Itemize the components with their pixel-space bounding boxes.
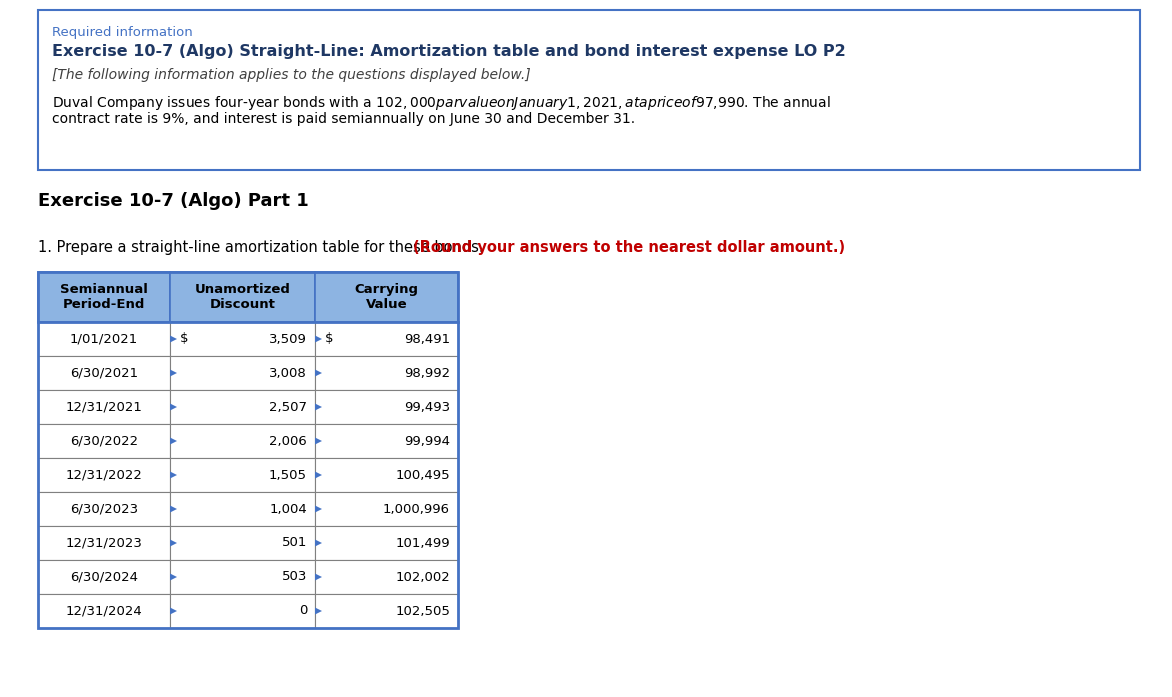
FancyBboxPatch shape bbox=[38, 594, 170, 628]
Text: 12/31/2024: 12/31/2024 bbox=[66, 604, 142, 618]
Text: 0: 0 bbox=[299, 604, 307, 618]
Text: 12/31/2022: 12/31/2022 bbox=[66, 468, 143, 482]
FancyBboxPatch shape bbox=[315, 272, 458, 322]
Text: contract rate is 9%, and interest is paid semiannually on June 30 and December 3: contract rate is 9%, and interest is pai… bbox=[52, 112, 635, 126]
FancyBboxPatch shape bbox=[38, 458, 170, 492]
FancyBboxPatch shape bbox=[315, 390, 458, 424]
Polygon shape bbox=[315, 369, 322, 376]
FancyBboxPatch shape bbox=[38, 356, 170, 390]
Text: 1/01/2021: 1/01/2021 bbox=[70, 332, 138, 346]
Text: Exercise 10-7 (Algo) Part 1: Exercise 10-7 (Algo) Part 1 bbox=[38, 192, 308, 210]
Polygon shape bbox=[170, 539, 177, 546]
FancyBboxPatch shape bbox=[38, 322, 170, 356]
Polygon shape bbox=[315, 574, 322, 581]
Text: Unamortized
Discount: Unamortized Discount bbox=[195, 283, 291, 311]
Polygon shape bbox=[315, 335, 322, 342]
Text: 6/30/2022: 6/30/2022 bbox=[70, 434, 138, 447]
Text: 501: 501 bbox=[281, 537, 307, 549]
Text: 98,992: 98,992 bbox=[404, 367, 450, 379]
FancyBboxPatch shape bbox=[315, 492, 458, 526]
Text: 12/31/2021: 12/31/2021 bbox=[66, 401, 143, 413]
Text: 12/31/2023: 12/31/2023 bbox=[66, 537, 143, 549]
Text: 1,505: 1,505 bbox=[270, 468, 307, 482]
Polygon shape bbox=[170, 404, 177, 411]
Polygon shape bbox=[170, 574, 177, 581]
Text: 101,499: 101,499 bbox=[395, 537, 450, 549]
Text: 6/30/2023: 6/30/2023 bbox=[70, 503, 138, 516]
FancyBboxPatch shape bbox=[170, 526, 315, 560]
Polygon shape bbox=[170, 369, 177, 376]
FancyBboxPatch shape bbox=[38, 492, 170, 526]
Text: 100,495: 100,495 bbox=[395, 468, 450, 482]
Text: Required information: Required information bbox=[52, 26, 192, 39]
Polygon shape bbox=[170, 335, 177, 342]
FancyBboxPatch shape bbox=[38, 10, 1140, 170]
FancyBboxPatch shape bbox=[38, 424, 170, 458]
Polygon shape bbox=[315, 438, 322, 445]
Text: 6/30/2024: 6/30/2024 bbox=[70, 571, 138, 583]
Text: 3,509: 3,509 bbox=[270, 332, 307, 346]
Text: 2,507: 2,507 bbox=[270, 401, 307, 413]
Text: 2,006: 2,006 bbox=[270, 434, 307, 447]
Text: 1,000,996: 1,000,996 bbox=[383, 503, 450, 516]
FancyBboxPatch shape bbox=[315, 594, 458, 628]
Polygon shape bbox=[170, 471, 177, 479]
Polygon shape bbox=[315, 505, 322, 512]
FancyBboxPatch shape bbox=[170, 424, 315, 458]
FancyBboxPatch shape bbox=[38, 526, 170, 560]
Polygon shape bbox=[170, 438, 177, 445]
Text: 102,505: 102,505 bbox=[395, 604, 450, 618]
FancyBboxPatch shape bbox=[170, 356, 315, 390]
Polygon shape bbox=[170, 505, 177, 512]
Text: Carrying
Value: Carrying Value bbox=[354, 283, 418, 311]
Text: 1. Prepare a straight-line amortization table for these bonds.: 1. Prepare a straight-line amortization … bbox=[38, 240, 489, 255]
FancyBboxPatch shape bbox=[315, 356, 458, 390]
Text: Semiannual
Period-End: Semiannual Period-End bbox=[60, 283, 148, 311]
Text: $: $ bbox=[325, 332, 334, 346]
FancyBboxPatch shape bbox=[170, 594, 315, 628]
FancyBboxPatch shape bbox=[38, 560, 170, 594]
FancyBboxPatch shape bbox=[315, 322, 458, 356]
FancyBboxPatch shape bbox=[170, 272, 315, 322]
Text: 99,493: 99,493 bbox=[404, 401, 450, 413]
FancyBboxPatch shape bbox=[315, 458, 458, 492]
Text: Duval Company issues four-year bonds with a $102,000 par value on January 1, 202: Duval Company issues four-year bonds wit… bbox=[52, 94, 831, 112]
Polygon shape bbox=[315, 404, 322, 411]
Polygon shape bbox=[170, 608, 177, 615]
Text: 503: 503 bbox=[281, 571, 307, 583]
Text: 3,008: 3,008 bbox=[270, 367, 307, 379]
Text: 98,491: 98,491 bbox=[404, 332, 450, 346]
Text: 1,004: 1,004 bbox=[270, 503, 307, 516]
Text: 99,994: 99,994 bbox=[404, 434, 450, 447]
Polygon shape bbox=[315, 539, 322, 546]
FancyBboxPatch shape bbox=[170, 458, 315, 492]
Polygon shape bbox=[315, 471, 322, 479]
FancyBboxPatch shape bbox=[315, 526, 458, 560]
Polygon shape bbox=[315, 608, 322, 615]
Text: [The following information applies to the questions displayed below.]: [The following information applies to th… bbox=[52, 68, 531, 82]
FancyBboxPatch shape bbox=[170, 322, 315, 356]
FancyBboxPatch shape bbox=[315, 424, 458, 458]
FancyBboxPatch shape bbox=[38, 390, 170, 424]
Text: 6/30/2021: 6/30/2021 bbox=[70, 367, 138, 379]
FancyBboxPatch shape bbox=[170, 560, 315, 594]
Text: 102,002: 102,002 bbox=[395, 571, 450, 583]
Text: (Round your answers to the nearest dollar amount.): (Round your answers to the nearest dolla… bbox=[413, 240, 845, 255]
FancyBboxPatch shape bbox=[170, 390, 315, 424]
FancyBboxPatch shape bbox=[315, 560, 458, 594]
Text: $: $ bbox=[180, 332, 189, 346]
FancyBboxPatch shape bbox=[170, 492, 315, 526]
Text: Exercise 10-7 (Algo) Straight-Line: Amortization table and bond interest expense: Exercise 10-7 (Algo) Straight-Line: Amor… bbox=[52, 44, 846, 59]
FancyBboxPatch shape bbox=[38, 272, 170, 322]
